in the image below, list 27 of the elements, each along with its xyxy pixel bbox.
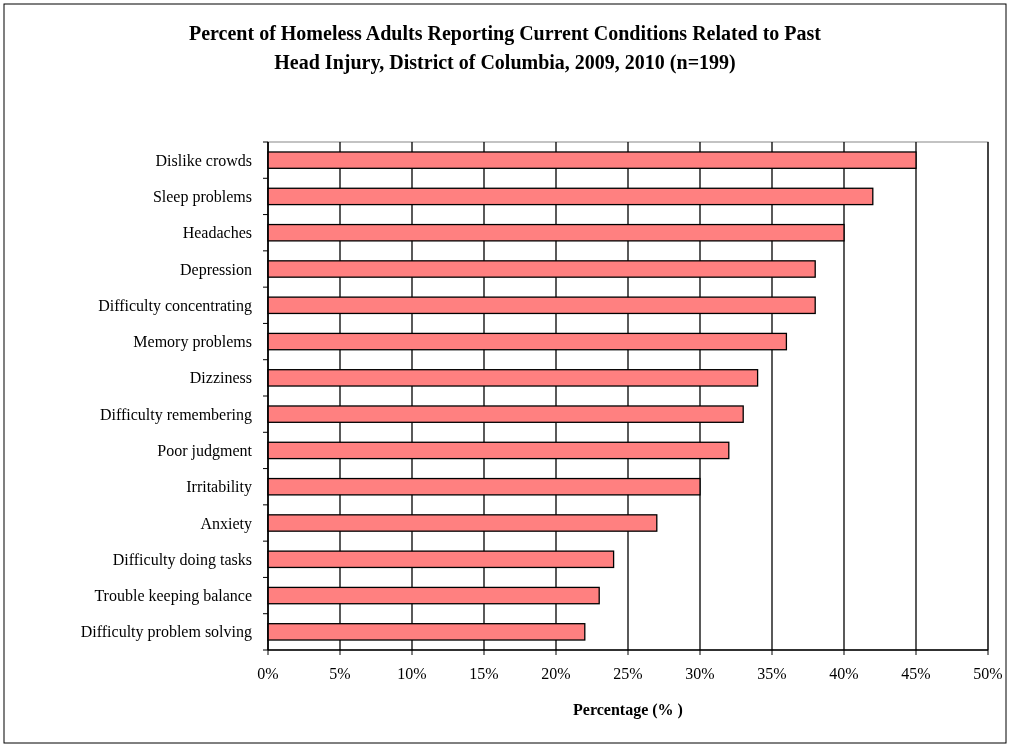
x-tick-label: 0% <box>257 665 279 682</box>
y-tick-label: Difficulty doing tasks <box>112 550 252 569</box>
x-tick-label: 35% <box>757 665 787 682</box>
y-tick-label: Difficulty concentrating <box>98 296 252 315</box>
x-tick-label: 20% <box>541 665 571 682</box>
x-axis-title: Percentage (% ) <box>573 701 683 719</box>
x-tick-label: 50% <box>973 665 1003 682</box>
y-tick-label: Poor judgment <box>157 442 253 461</box>
y-tick-label: Depression <box>180 260 252 279</box>
chart-title: Percent of Homeless Adults Reporting Current Conditions Related to Past Head Injury, District of Columbia, 2009, 2010 (n=199) <box>189 22 822 74</box>
y-tick-label: Anxiety <box>200 514 252 533</box>
y-tick-label: Dizziness <box>189 369 252 387</box>
x-tick-label: 15% <box>469 665 499 682</box>
y-tick-label: Difficulty remembering <box>99 405 252 424</box>
x-tick-label: 10% <box>397 665 427 682</box>
y-tick-label: Headaches <box>182 224 252 242</box>
x-tick-label: 30% <box>685 665 715 682</box>
x-tick-label: 40% <box>829 665 859 682</box>
y-tick-label: Irritability <box>186 478 252 497</box>
y-tick-label: Sleep problems <box>152 188 252 207</box>
y-tick-label: Dislike crowds <box>155 151 252 169</box>
y-tick-label: Difficulty problem solving <box>80 623 252 642</box>
x-tick-label: 45% <box>901 665 931 682</box>
x-tick-label: 25% <box>613 665 643 682</box>
y-tick-label: Memory problems <box>133 333 252 352</box>
x-tick-label: 5% <box>329 665 351 682</box>
y-tick-label: Trouble keeping balance <box>94 587 252 606</box>
